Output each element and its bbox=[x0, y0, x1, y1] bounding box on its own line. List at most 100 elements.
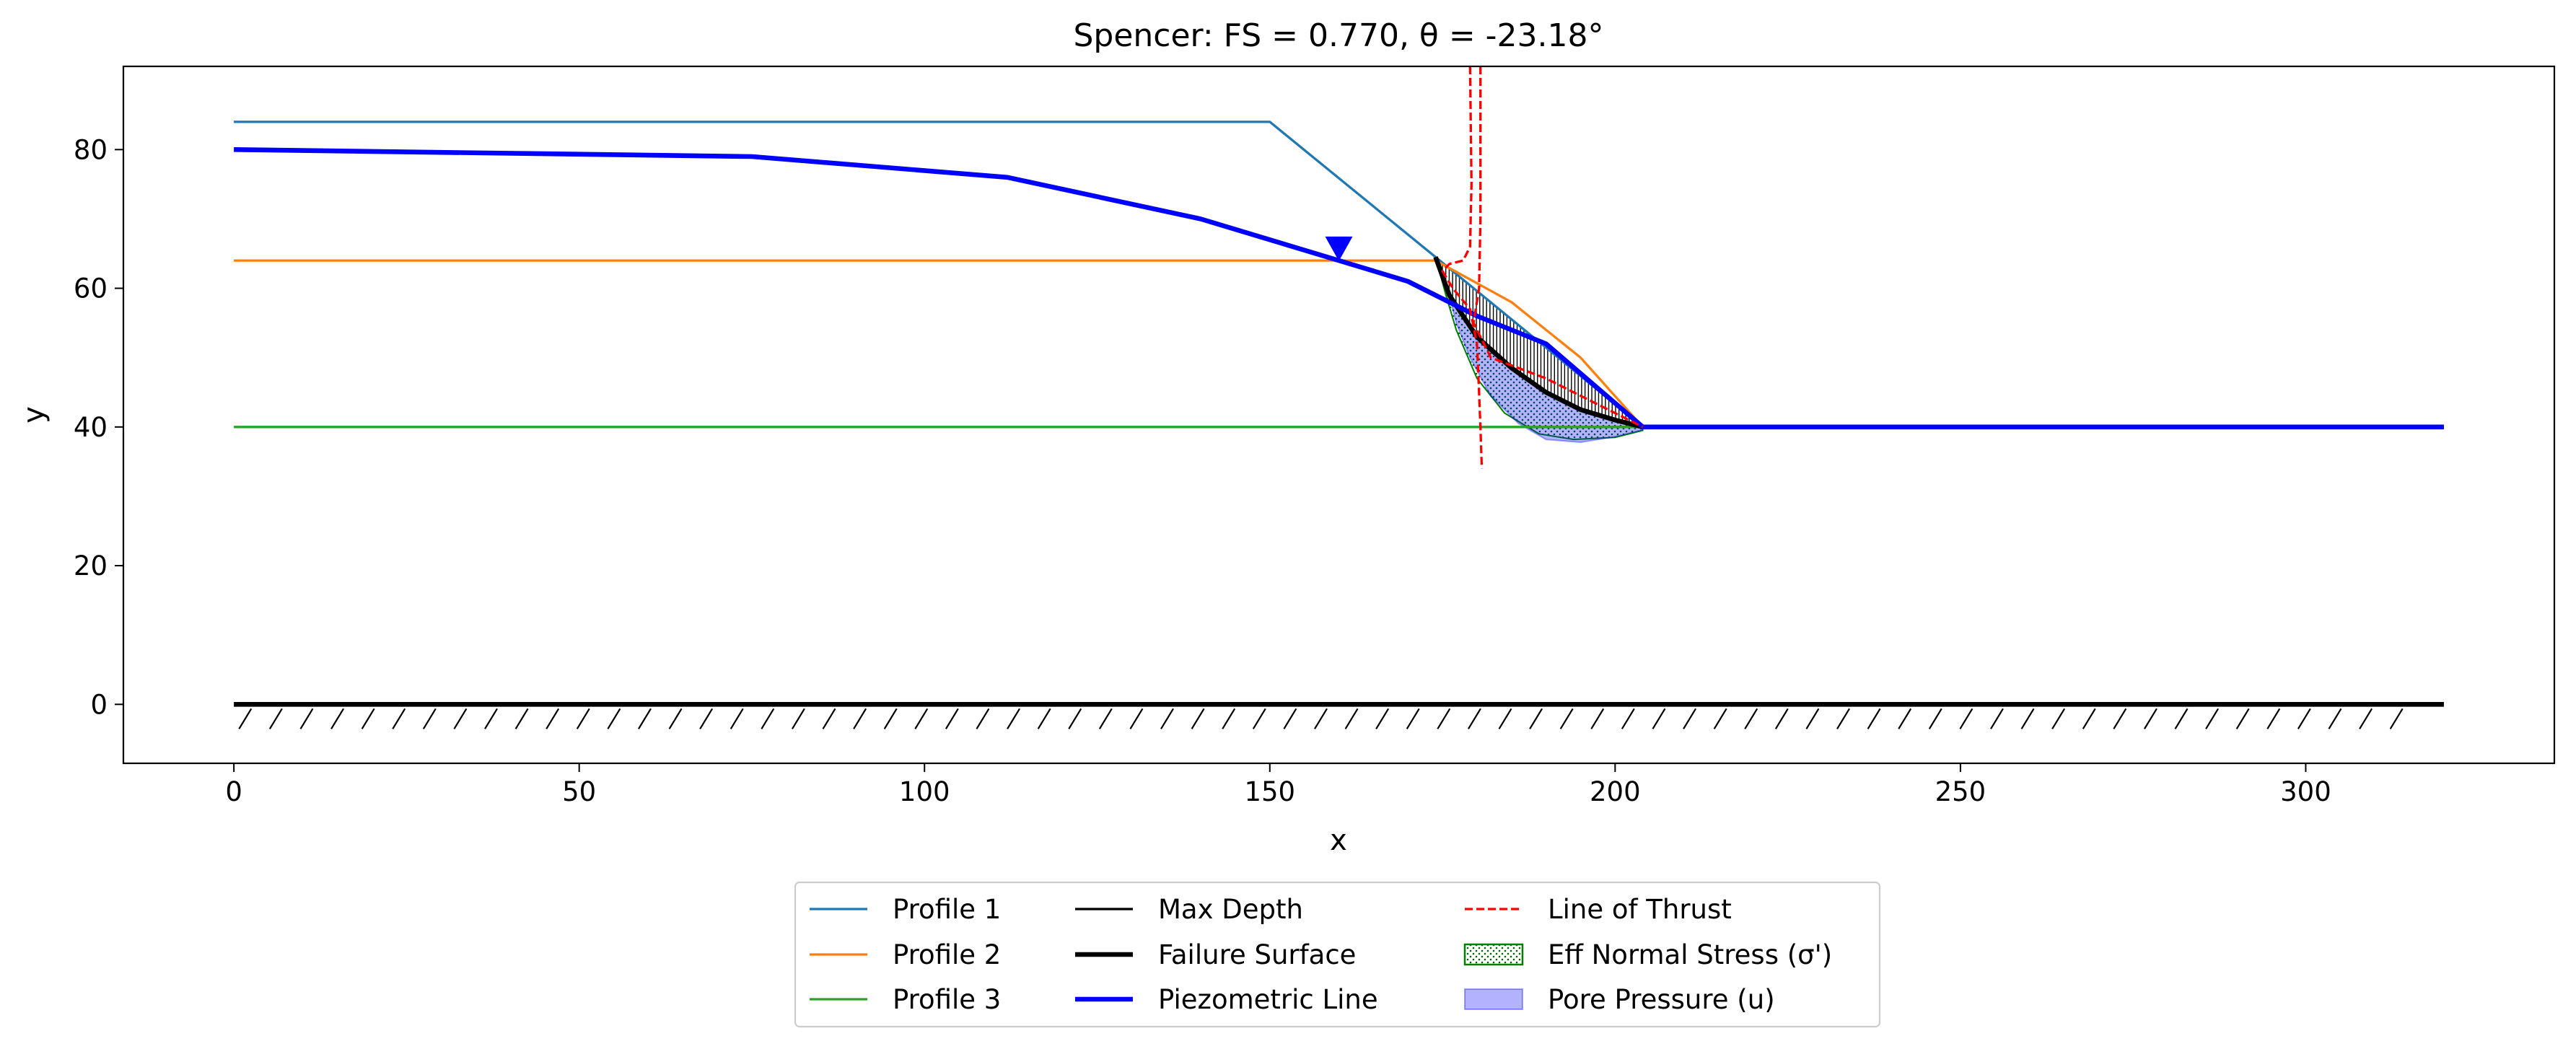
ground-hatch-line bbox=[699, 708, 714, 729]
slice-lines bbox=[1438, 260, 1640, 426]
ground-hatch-line bbox=[1375, 708, 1390, 729]
ground-hatch-line bbox=[2266, 708, 2281, 729]
ground-hatch-line bbox=[730, 708, 744, 729]
ground-hatch-line bbox=[1129, 708, 1144, 729]
ground-hatch-line bbox=[1283, 708, 1297, 729]
y-axis-label: y bbox=[17, 406, 51, 423]
x-tick-label: 150 bbox=[1244, 776, 1295, 807]
y-tick-label: 20 bbox=[74, 550, 108, 581]
ground-hatch-line bbox=[1498, 708, 1512, 729]
ground-hatch-line bbox=[976, 708, 990, 729]
ground-hatch-line bbox=[1990, 708, 2004, 729]
legend-label: Piezometric Line bbox=[1158, 984, 1378, 1015]
ground-hatch-line bbox=[638, 708, 652, 729]
legend-entry-profile-3: Profile 3 bbox=[810, 984, 1001, 1015]
ground-hatch-line bbox=[238, 708, 253, 729]
legend-label: Eff Normal Stress (σ') bbox=[1548, 939, 1832, 970]
ground-hatch-line bbox=[1805, 708, 1820, 729]
ground-hatch-line bbox=[2143, 708, 2157, 729]
legend-box bbox=[794, 881, 1881, 1028]
legend-entry-profile-1: Profile 1 bbox=[810, 894, 1001, 925]
ground-hatch-line bbox=[883, 708, 898, 729]
legend-label: Max Depth bbox=[1158, 894, 1303, 925]
ground-hatch-line bbox=[668, 708, 683, 729]
legend-label: Profile 2 bbox=[893, 939, 1001, 970]
ground-hatch-line bbox=[1529, 708, 1543, 729]
ground-hatch-line bbox=[2174, 708, 2189, 729]
ground-hatch-line bbox=[1590, 708, 1605, 729]
legend-label: Failure Surface bbox=[1158, 939, 1356, 970]
legend-entry-profile-2: Profile 2 bbox=[810, 939, 1001, 970]
ground-hatch-line bbox=[761, 708, 775, 729]
chart-title: Spencer: FS = 0.770, θ = -23.18° bbox=[1073, 17, 1603, 54]
ground-hatch-line bbox=[1098, 708, 1113, 729]
ground-hatch-line bbox=[2297, 708, 2311, 729]
ground-hatch-line bbox=[514, 708, 529, 729]
ground-hatch-line bbox=[576, 708, 590, 729]
x-tick-label: 0 bbox=[225, 776, 242, 807]
ground-hatch-line bbox=[1559, 708, 1574, 729]
ground-hatch-line bbox=[1836, 708, 1850, 729]
ground-hatch-line bbox=[853, 708, 867, 729]
ground-hatch-line bbox=[361, 708, 375, 729]
ground-hatch-line bbox=[1621, 708, 1635, 729]
y-tick-label: 80 bbox=[74, 134, 108, 165]
ground-hatch-line bbox=[914, 708, 929, 729]
legend-label: Pore Pressure (u) bbox=[1548, 984, 1775, 1015]
ground-hatch-line bbox=[484, 708, 498, 729]
ground-hatch-line bbox=[791, 708, 805, 729]
series-line-of-thrust bbox=[1472, 66, 1644, 429]
legend-entry-piezometric-line: Piezometric Line bbox=[1075, 984, 1378, 1015]
series-profile-1 bbox=[234, 120, 2444, 429]
ground-hatch-line bbox=[1037, 708, 1051, 729]
plot-frame bbox=[122, 65, 2556, 765]
x-tick-label: 300 bbox=[2280, 776, 2331, 807]
ground-hatch-line bbox=[1898, 708, 1912, 729]
ground-hatch-line bbox=[1314, 708, 1328, 729]
x-tick-label: 250 bbox=[1935, 776, 1986, 807]
ground-hatch-line bbox=[2235, 708, 2250, 729]
ground-hatch-line bbox=[1344, 708, 1359, 729]
series-profile-2 bbox=[234, 259, 1644, 428]
water-table-marker bbox=[1325, 236, 1353, 261]
legend-entry-failure-surface: Failure Surface bbox=[1075, 939, 1356, 970]
ground-hatch-line bbox=[2113, 708, 2127, 729]
ground-hatch-line bbox=[1406, 708, 1420, 729]
ground-hatch-line bbox=[2051, 708, 2066, 729]
ground-hatch-line bbox=[1713, 708, 1727, 729]
ground-hatch-line bbox=[268, 708, 283, 729]
x-axis: 0 50 100 150 200 250 300 bbox=[225, 763, 2331, 807]
ground-hatch-line bbox=[422, 708, 437, 729]
ground-hatch-line bbox=[1744, 708, 1758, 729]
ground-hatch-line bbox=[1959, 708, 1973, 729]
ground-hatch-line bbox=[546, 708, 560, 729]
ground-hatch-line bbox=[2359, 708, 2373, 729]
x-tick-label: 200 bbox=[1590, 776, 1641, 807]
ground-hatch-line bbox=[2328, 708, 2342, 729]
ground-hatch-line bbox=[1160, 708, 1174, 729]
series-piezometric-line bbox=[234, 147, 2444, 430]
legend-label: Profile 1 bbox=[893, 894, 1001, 925]
legend-entry-line-of-thrust: Line of Thrust bbox=[1465, 894, 1732, 925]
ground-hatch-line bbox=[453, 708, 468, 729]
ground-hatch-line bbox=[1928, 708, 1942, 729]
legend-swatch bbox=[1463, 943, 1524, 966]
ground-hatch-line bbox=[1774, 708, 1789, 729]
x-axis-label: x bbox=[1330, 824, 1347, 857]
ground-hatch-line bbox=[2020, 708, 2035, 729]
ground-hatch-line bbox=[330, 708, 344, 729]
ground-hatch-line bbox=[945, 708, 959, 729]
legend-label: Line of Thrust bbox=[1548, 894, 1732, 925]
ground-hatch-line bbox=[2082, 708, 2096, 729]
ground-hatch bbox=[238, 708, 2404, 729]
ground-hatch-line bbox=[1867, 708, 1881, 729]
y-axis: 0 20 40 60 80 bbox=[74, 134, 123, 720]
legend-entry-max-depth: Max Depth bbox=[1075, 894, 1303, 925]
x-tick-label: 100 bbox=[899, 776, 950, 807]
y-tick-label: 40 bbox=[74, 412, 108, 443]
ground-hatch-line bbox=[822, 708, 836, 729]
ground-hatch-line bbox=[392, 708, 406, 729]
ground-hatch-line bbox=[1007, 708, 1020, 729]
ground-hatch-line bbox=[607, 708, 621, 729]
ground-hatch-line bbox=[1191, 708, 1205, 729]
